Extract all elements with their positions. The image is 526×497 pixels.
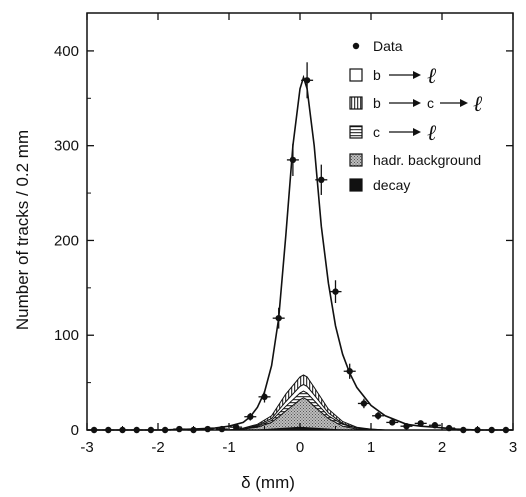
data-point (343, 363, 356, 379)
x-tick-label: 2 (438, 439, 446, 456)
legend-target: ℓ (427, 63, 437, 88)
x-tick-label: 0 (296, 439, 304, 456)
y-axis-ticks: 0 100 200 300 400 (54, 43, 513, 439)
y-tick-label: 200 (54, 232, 79, 249)
legend-target: ℓ (473, 91, 483, 116)
plot-frame (86, 12, 514, 431)
legend-label: decay (373, 177, 410, 193)
legend-label: b (373, 95, 381, 111)
legend-label: b (373, 67, 381, 83)
data-point (272, 307, 285, 329)
x-tick-label: -2 (151, 439, 164, 456)
legend-swatch (349, 68, 363, 82)
data-point (315, 164, 328, 195)
y-tick-label: 300 (54, 138, 79, 155)
x-axis-label: δ (mm) (241, 473, 295, 492)
legend-item-data: Data (352, 38, 403, 54)
data-point (173, 425, 186, 433)
data-point (357, 398, 370, 409)
data-point (329, 280, 342, 304)
y-axis-label: Number of tracks / 0.2 mm (13, 130, 32, 330)
legend-item-hadr-background: hadr. background (349, 152, 481, 168)
data-point (372, 411, 385, 420)
data-point (201, 425, 214, 433)
y-tick-label: 0 (71, 422, 79, 439)
data-point (428, 422, 441, 429)
x-tick-label: -1 (222, 439, 235, 456)
data-point (301, 62, 314, 99)
legend-swatch (349, 125, 363, 139)
legend-target: c (427, 95, 434, 111)
x-tick-label: 1 (367, 439, 375, 456)
x-tick-label: 3 (509, 439, 517, 456)
data-point (414, 420, 427, 427)
data-point (244, 412, 257, 421)
y-tick-label: 400 (54, 43, 79, 60)
legend-swatch (349, 153, 363, 167)
data-point (258, 391, 271, 403)
x-axis-ticks: -3 -2 -1 0 1 2 3 (80, 13, 517, 456)
legend-target: ℓ (427, 120, 437, 145)
legend-swatch (349, 96, 363, 110)
fit-curve-group (87, 74, 513, 431)
y-tick-label: 100 (54, 327, 79, 344)
x-tick-label: -3 (80, 439, 93, 456)
data-point (230, 423, 243, 431)
data-point (286, 143, 299, 177)
fit-curve (87, 74, 513, 431)
legend-label: hadr. background (373, 152, 481, 168)
legend-item-decay: decay (349, 177, 410, 193)
legend-label: c (373, 124, 380, 140)
legend-swatch (349, 178, 363, 192)
legend-label: Data (373, 38, 403, 54)
data-point (386, 419, 399, 426)
